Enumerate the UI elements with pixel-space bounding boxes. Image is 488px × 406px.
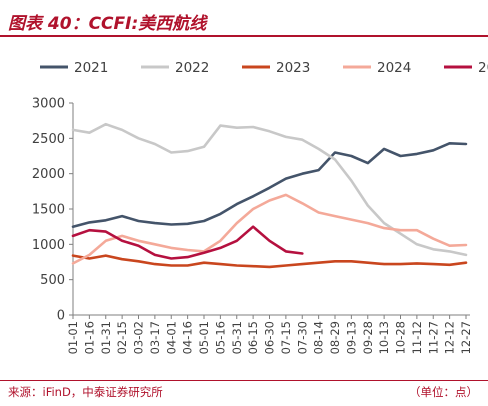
line-chart: 2021 2022 2023 2024 2025 0 500 1000 1500 2000 250… [32, 60, 488, 355]
legend: 2021 2022 2023 2024 2025 [40, 60, 488, 76]
series-lines [71, 122, 468, 269]
y-tick-label: 2000 [32, 167, 65, 182]
x-tick-label: 01-01 [66, 321, 80, 354]
y-tick-label: 0 [57, 309, 65, 324]
series-line-2023 [71, 254, 468, 269]
x-tick-label: 05-31 [230, 321, 244, 354]
unit-note: （单位：点） [409, 385, 478, 399]
x-tick-label: 04-01 [164, 321, 178, 354]
x-tick-label: 03-17 [148, 321, 162, 354]
y-tick-label: 1000 [32, 238, 65, 253]
x-tick-label: 09-28 [361, 321, 375, 354]
title-divider [0, 35, 488, 37]
series-line-2025 [71, 225, 304, 260]
series-line-2021 [71, 142, 468, 228]
x-tick-label: 05-01 [197, 321, 211, 354]
x-tick-label: 04-16 [181, 321, 195, 354]
x-tick-label: 09-13 [344, 321, 358, 354]
legend-label-2024: 2024 [377, 60, 411, 76]
x-tick-label: 02-15 [115, 321, 129, 354]
y-tick-label: 500 [40, 273, 65, 288]
x-tick-label: 07-30 [295, 321, 309, 354]
y-tick-label: 2500 [32, 132, 65, 147]
legend-label-2021: 2021 [74, 60, 108, 76]
x-tick-label: 11-27 [426, 321, 440, 354]
x-tick-label: 08-29 [328, 321, 342, 354]
x-tick-label: 07-15 [279, 321, 293, 354]
y-tick-label: 1500 [32, 203, 65, 218]
x-tick-label: 01-16 [82, 321, 96, 354]
source-note: 来源：iFinD，中泰证券研究所 [8, 385, 163, 399]
legend-label-2023: 2023 [276, 60, 310, 76]
x-tick-label: 06-30 [263, 321, 277, 354]
x-tick-label: 05-16 [213, 321, 227, 354]
x-tick-label: 10-28 [394, 321, 408, 354]
x-tick-label: 12-12 [443, 321, 457, 354]
series-line-2024 [71, 193, 468, 265]
x-tick-label: 08-14 [312, 321, 326, 354]
series-line-2022 [71, 122, 468, 257]
y-tick-label: 3000 [32, 97, 65, 112]
legend-label-2025: 2025 [478, 60, 488, 76]
x-tick-label: 12-27 [459, 321, 473, 354]
x-tick-label: 01-31 [99, 321, 113, 354]
legend-label-2022: 2022 [175, 60, 209, 76]
chart-title: 图表 40：CCFI:美西航线 [8, 14, 207, 34]
x-tick-label: 06-15 [246, 321, 260, 354]
x-tick-label: 03-02 [132, 321, 146, 354]
x-tick-label: 10-13 [377, 321, 391, 354]
x-tick-label: 11-12 [410, 321, 424, 354]
footer-divider [0, 380, 488, 381]
